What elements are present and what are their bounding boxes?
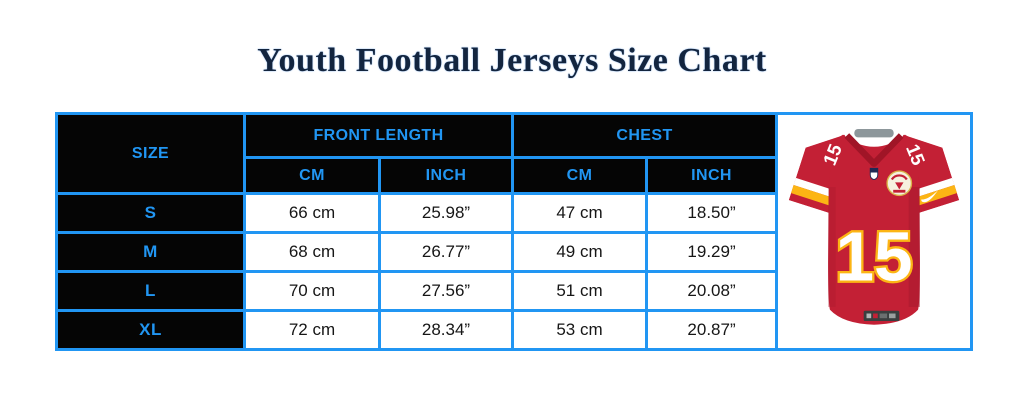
table-row-m: M 68 cm 26.77” 49 cm 19.29”: [55, 231, 972, 273]
chest-inch-cell: 20.87”: [644, 309, 779, 351]
col-header-chest-cm: CM: [511, 156, 648, 195]
col-header-size: SIZE: [55, 112, 246, 195]
mesh-panel: [908, 186, 920, 307]
front-length-inch-cell: 27.56”: [378, 270, 514, 312]
table-header-row-units: CM INCH CM INCH: [57, 156, 972, 195]
col-header-chest-inch: INCH: [644, 156, 779, 195]
col-header-front-inch: INCH: [378, 156, 514, 195]
col-group-front-length: FRONT LENGTH: [243, 112, 514, 159]
page-title: Youth Football Jerseys Size Chart: [257, 42, 767, 79]
v-neck-collar: [844, 132, 904, 167]
size-cell: L: [55, 270, 246, 312]
col-group-chest: CHEST: [510, 112, 779, 159]
size-chart-table: SIZE FRONT LENGTH CHEST: [55, 112, 974, 351]
size-cell: M: [55, 231, 246, 273]
chiefs-patch-icon: [886, 169, 913, 196]
chest-inch-cell: 19.29”: [644, 231, 779, 273]
table-row-xl: XL 72 cm 28.34” 53 cm 20.87”: [55, 309, 972, 351]
chest-cm-cell: 47 cm: [511, 192, 648, 234]
jersey-graphic: 15 15 15: [784, 121, 964, 343]
front-length-inch-cell: 28.34”: [378, 309, 514, 351]
chest-cm-cell: 53 cm: [511, 309, 648, 351]
nike-swoosh-icon: [921, 189, 938, 202]
chest-cm-cell: 51 cm: [511, 270, 648, 312]
table-row-s: S 66 cm 25.98” 47 cm 18.50”: [55, 192, 972, 234]
inner-collar: [854, 128, 894, 137]
mesh-panel: [828, 186, 836, 307]
front-length-cm-cell: 68 cm: [243, 231, 381, 273]
front-length-cm-cell: 72 cm: [243, 309, 381, 351]
jock-tag: [863, 310, 900, 321]
front-length-inch-cell: 26.77”: [378, 231, 514, 273]
jersey-number: 15: [835, 217, 912, 295]
col-header-front-cm: CM: [243, 156, 381, 195]
table-row-l: L 70 cm 27.56” 51 cm 20.08”: [55, 270, 972, 312]
size-cell: S: [55, 192, 246, 234]
table-header-row-groups: SIZE FRONT LENGTH CHEST: [55, 112, 974, 351]
nfl-shield-icon: [869, 167, 879, 180]
front-length-cm-cell: 66 cm: [243, 192, 381, 234]
chest-cm-cell: 49 cm: [511, 231, 648, 273]
chest-inch-cell: 20.08”: [644, 270, 779, 312]
front-length-cm-cell: 70 cm: [243, 270, 381, 312]
front-length-inch-cell: 25.98”: [378, 192, 514, 234]
football-jersey-illustration: 15 15 15: [788, 128, 960, 325]
size-cell: XL: [55, 309, 246, 351]
chest-inch-cell: 18.50”: [644, 192, 779, 234]
jersey-product-image: 15 15 15: [775, 112, 974, 351]
